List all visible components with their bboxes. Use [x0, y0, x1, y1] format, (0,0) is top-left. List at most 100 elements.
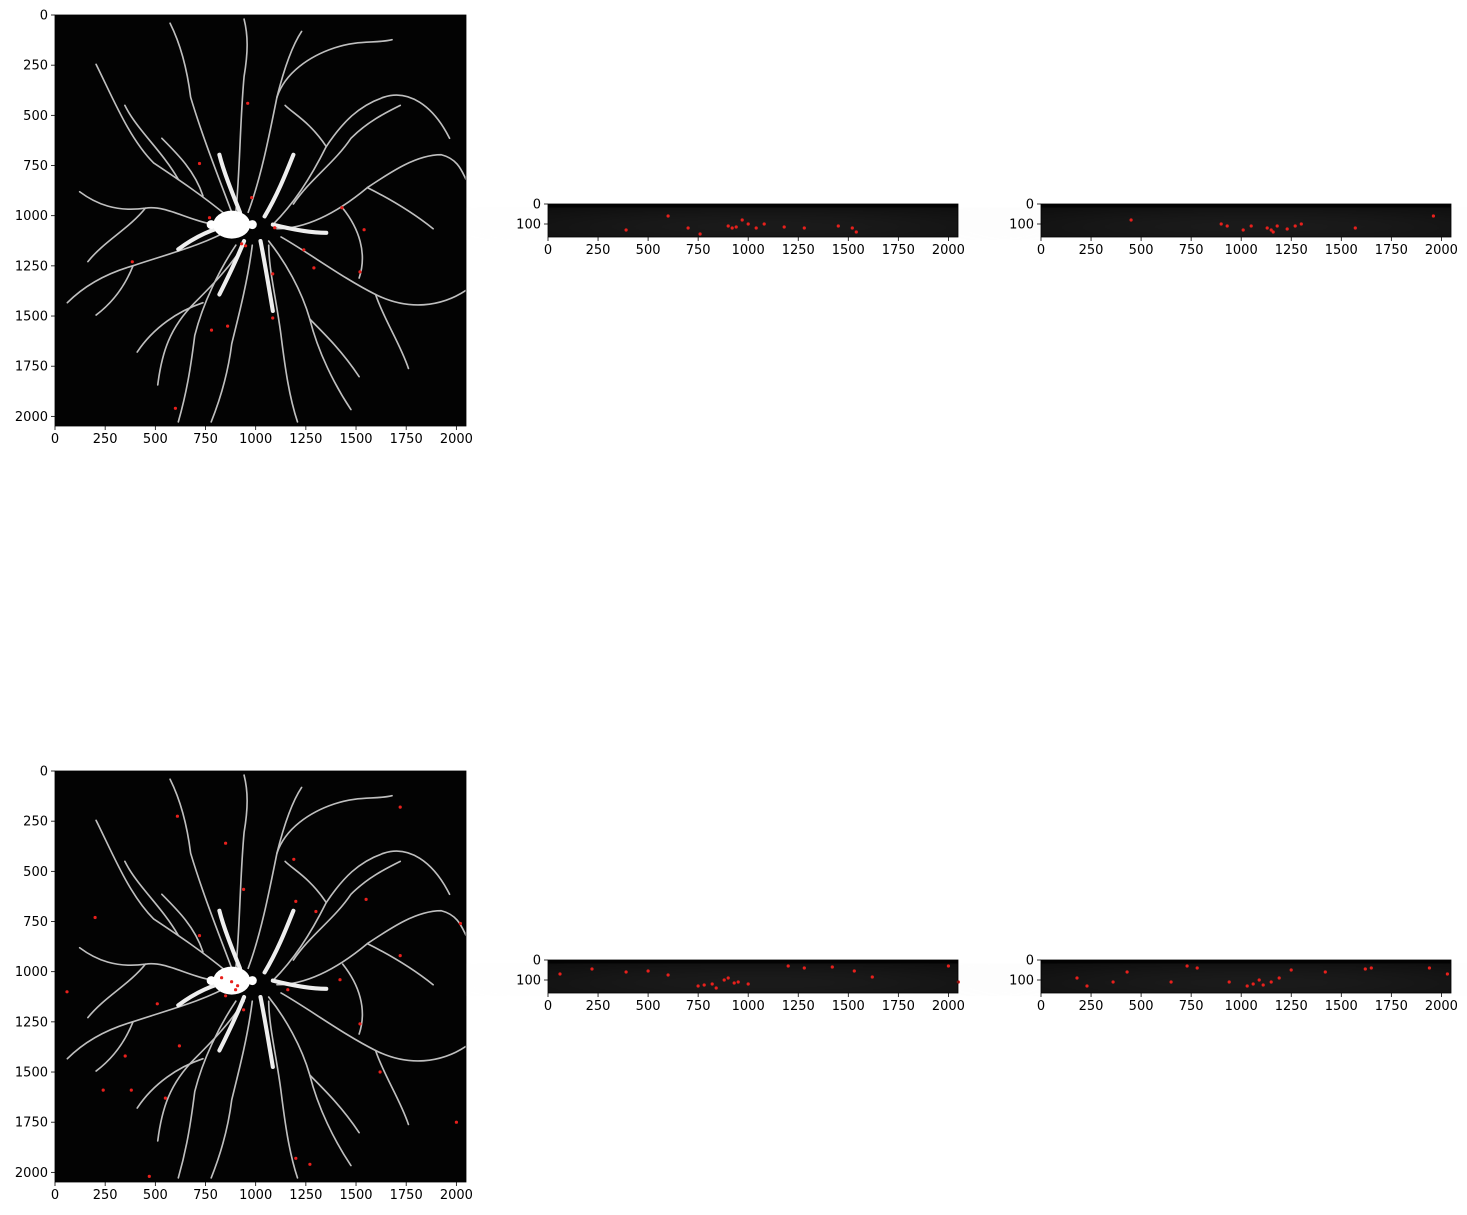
- x-tick-label: 1500: [339, 1188, 372, 1203]
- marker-point: [163, 1096, 167, 1100]
- x-tick-label: 2000: [932, 243, 965, 258]
- marker-point: [730, 226, 734, 230]
- marker-point: [746, 222, 750, 226]
- marker-point: [754, 226, 758, 230]
- marker-point: [1245, 984, 1249, 988]
- y-tick-label: 250: [23, 59, 48, 74]
- marker-point: [802, 966, 806, 970]
- x-tick-label: 0: [544, 999, 552, 1014]
- marker-point: [378, 1070, 382, 1074]
- marker-point: [250, 196, 254, 200]
- marker-point: [1285, 227, 1289, 231]
- x-tick-label: 1250: [1275, 999, 1308, 1014]
- marker-point: [454, 1120, 458, 1124]
- axes-frame: [1040, 203, 1452, 238]
- marker-point: [398, 805, 402, 809]
- x-tick-label: 750: [193, 1188, 218, 1203]
- marker-point: [130, 260, 134, 264]
- y-tick-label: 500: [23, 109, 48, 124]
- x-tick-label: 750: [1179, 243, 1204, 258]
- y-tick-label: 1250: [15, 1015, 48, 1030]
- marker-point: [558, 972, 562, 976]
- marker-point: [197, 934, 202, 938]
- marker-point: [590, 967, 594, 971]
- marker-point: [234, 988, 238, 992]
- marker-point: [312, 266, 316, 270]
- x-tick-label: 0: [544, 243, 552, 258]
- marker-point: [175, 814, 179, 818]
- y-tick-label: 1750: [15, 360, 48, 375]
- x-tick-label: 250: [1079, 243, 1104, 258]
- marker-point: [209, 328, 214, 332]
- marker-point: [240, 242, 244, 246]
- marker-point: [340, 206, 344, 210]
- y-tick-label: 2000: [15, 410, 48, 425]
- marker-point: [155, 1002, 159, 1006]
- marker-point: [242, 1008, 246, 1012]
- marker-point: [740, 218, 744, 222]
- x-tick-label: 2000: [1425, 243, 1458, 258]
- image-background: [55, 771, 466, 1182]
- marker-point: [710, 982, 714, 986]
- marker-point: [696, 984, 700, 988]
- y-tick-label: 750: [23, 159, 48, 174]
- marker-point: [1269, 980, 1273, 984]
- y-tick-label: 1000: [15, 965, 48, 980]
- marker-point: [1169, 980, 1173, 984]
- marker-point: [226, 324, 230, 328]
- marker-point: [1275, 224, 1279, 228]
- axes-frame: [1040, 959, 1452, 994]
- x-tick-label: 750: [686, 999, 711, 1014]
- x-tick-label: 1750: [882, 999, 915, 1014]
- x-tick-label: 1000: [1225, 999, 1258, 1014]
- marker-point: [726, 976, 730, 980]
- marker-point: [1129, 218, 1133, 222]
- marker-point: [1269, 228, 1273, 232]
- marker-point: [1125, 970, 1129, 974]
- marker-point: [836, 224, 840, 228]
- x-tick-label: 1250: [782, 243, 815, 258]
- marker-point: [956, 980, 961, 984]
- y-tick-label: 2000: [15, 1166, 48, 1181]
- marker-point: [1257, 978, 1261, 982]
- marker-point: [246, 101, 250, 105]
- y-tick-label: 0: [533, 954, 541, 969]
- marker-point: [722, 978, 726, 982]
- marker-point: [686, 226, 690, 230]
- x-tick-label: 0: [1037, 999, 1045, 1014]
- y-tick-label: 0: [40, 9, 48, 24]
- x-tick-label: 0: [1037, 243, 1045, 258]
- marker-point: [294, 899, 298, 904]
- marker-point: [1249, 224, 1253, 228]
- x-tick-label: 1500: [339, 432, 372, 447]
- marker-point: [123, 1054, 127, 1058]
- axes-frame: [547, 959, 959, 994]
- marker-point: [1363, 967, 1367, 971]
- marker-point: [666, 214, 670, 218]
- x-tick-label: 1500: [1325, 243, 1358, 258]
- marker-point: [101, 1088, 105, 1092]
- axes-frame: [54, 770, 467, 1183]
- marker-point: [714, 986, 718, 990]
- marker-point: [93, 915, 97, 920]
- x-tick-label: 1250: [289, 432, 322, 447]
- y-tick-label: 100: [1009, 974, 1034, 989]
- marker-point: [242, 887, 246, 892]
- marker-point: [1445, 972, 1449, 976]
- marker-point: [358, 270, 362, 274]
- y-tick-label: 0: [1026, 954, 1034, 969]
- x-tick-label: 500: [636, 243, 661, 258]
- marker-point: [338, 978, 342, 982]
- marker-point: [302, 248, 306, 252]
- y-tick-label: 750: [23, 915, 48, 930]
- y-tick-label: 100: [1009, 218, 1034, 233]
- x-tick-label: 1750: [1375, 999, 1408, 1014]
- panel-xy-row2: 0 250 500 750 1000 1250 1500 1750 20000250500750…: [15, 765, 473, 1204]
- x-tick-label: 250: [586, 999, 611, 1014]
- x-tick-label: 250: [586, 243, 611, 258]
- x-tick-label: 750: [193, 432, 218, 447]
